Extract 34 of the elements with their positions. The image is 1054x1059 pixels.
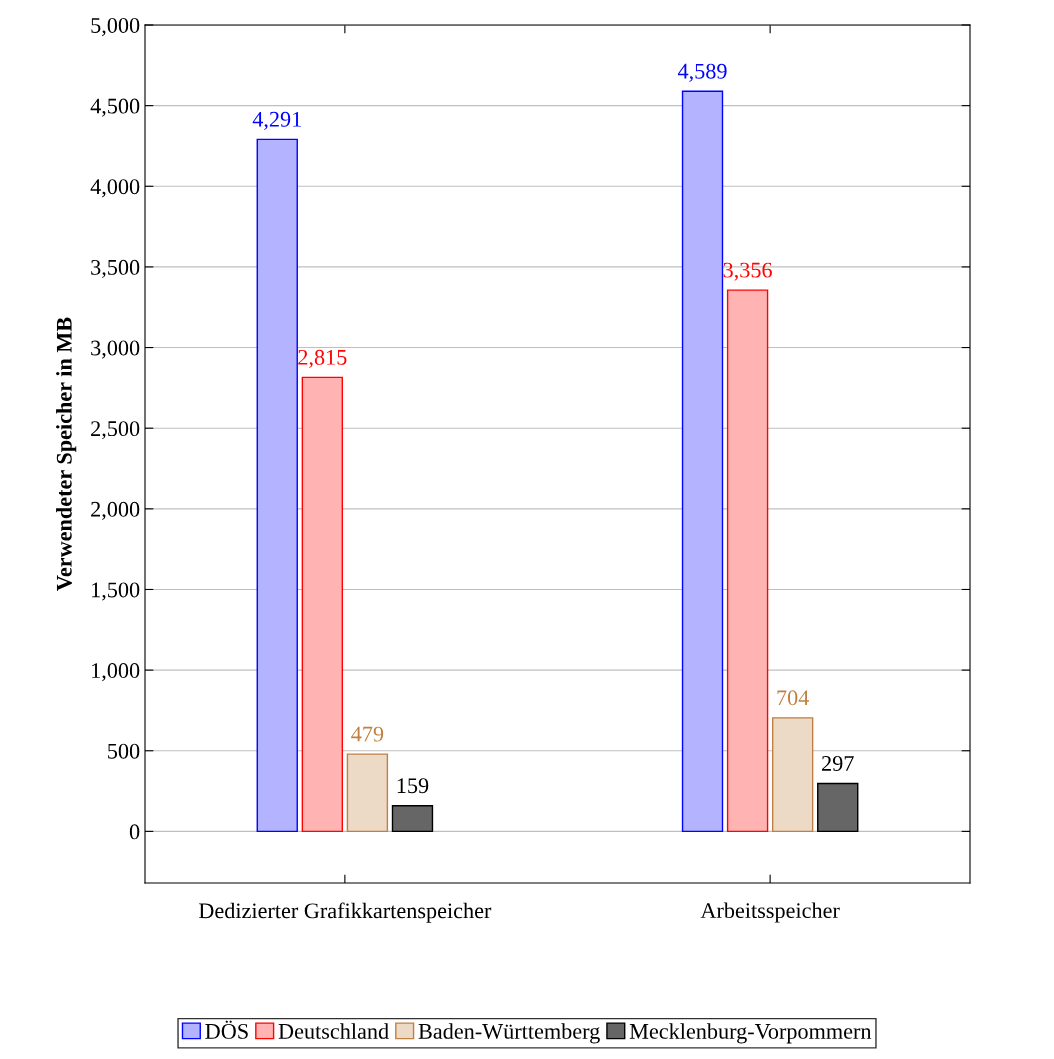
bar bbox=[817, 782, 859, 833]
y-tick-label: 1,000 bbox=[92, 663, 140, 682]
y-tick-label: 5,000 bbox=[91, 17, 140, 37]
y-tick-label: 2,500 bbox=[91, 421, 140, 440]
data-label: 297 bbox=[822, 755, 854, 771]
data-label: 2,815 bbox=[298, 349, 347, 369]
legend-label: Baden-Württemberg bbox=[418, 1023, 600, 1044]
data-label: 159 bbox=[397, 778, 429, 794]
y-tick-label: 500 bbox=[108, 743, 140, 759]
y-tick-label: 3,500 bbox=[91, 259, 140, 279]
x-tick-label: Dedizierter Grafikkartenspeicher bbox=[198, 902, 492, 923]
legend-label: Deutschland bbox=[278, 1023, 389, 1039]
data-label: 704 bbox=[777, 690, 809, 706]
data-label: 479 bbox=[351, 726, 384, 742]
bar bbox=[346, 753, 389, 833]
y-tick-label: 4,000 bbox=[90, 179, 140, 198]
bar bbox=[726, 289, 769, 833]
y-tick-label: 0 bbox=[129, 824, 140, 840]
legend-label: Mecklenburg-Vorpommern bbox=[629, 1023, 872, 1044]
data-label: 4,291 bbox=[252, 111, 301, 130]
bar bbox=[681, 90, 724, 833]
bar bbox=[391, 805, 434, 833]
bar bbox=[301, 376, 344, 833]
bar bbox=[771, 717, 814, 833]
y-tick-label: 2,000 bbox=[91, 501, 140, 520]
y-tick-label: 3,000 bbox=[91, 340, 140, 359]
bar bbox=[256, 138, 298, 833]
y-tick-label: 4,500 bbox=[90, 98, 140, 117]
data-label: 4,589 bbox=[677, 63, 727, 82]
data-label: 3,356 bbox=[723, 262, 772, 281]
x-tick-label: Arbeitsspeicher bbox=[700, 902, 840, 923]
y-tick-label: 1,500 bbox=[92, 582, 140, 601]
y-axis-title: Verwendeter Speicher in MB bbox=[56, 317, 77, 591]
legend-label: DÖS bbox=[205, 1020, 248, 1039]
